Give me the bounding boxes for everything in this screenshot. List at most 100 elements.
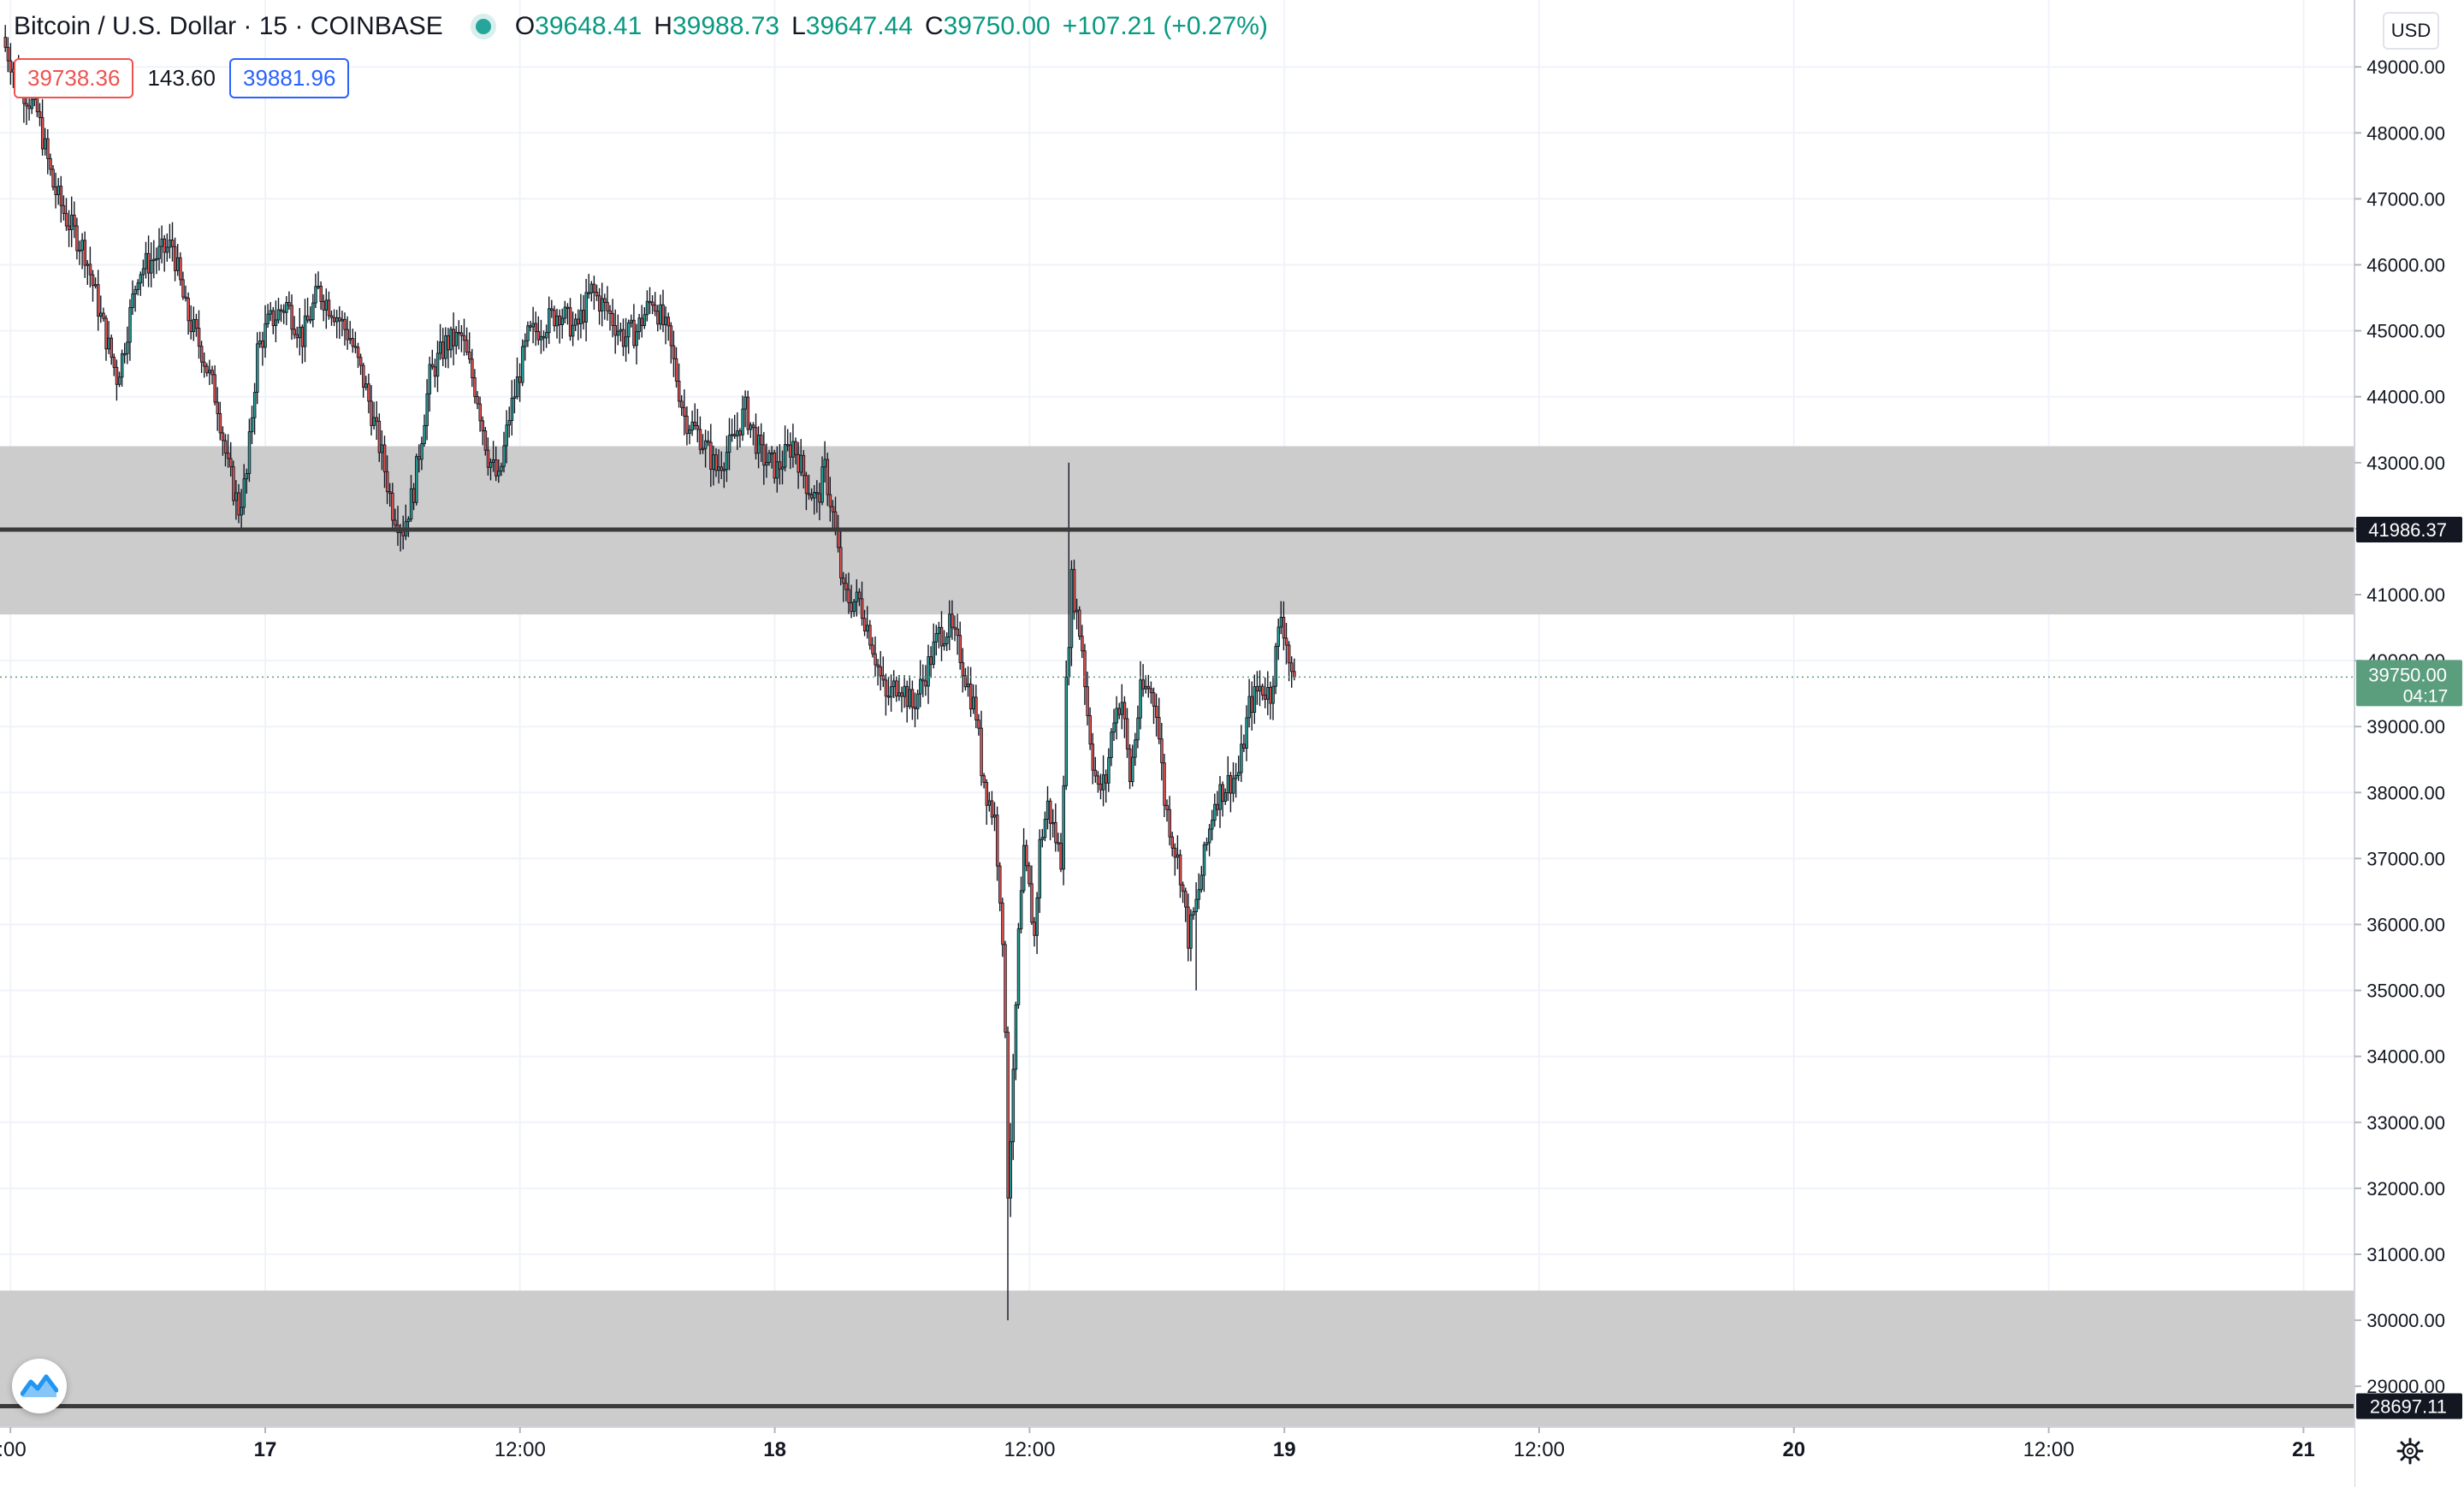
candle-body <box>343 318 346 330</box>
candle-body <box>388 491 392 494</box>
candle-body <box>579 310 583 325</box>
candle-body <box>661 304 665 326</box>
candle-body <box>88 264 92 275</box>
tradingview-logo-button[interactable] <box>12 1359 67 1413</box>
candle-body <box>1101 774 1105 791</box>
candle-body <box>1062 785 1065 870</box>
chart-settings-button[interactable] <box>2391 1432 2429 1470</box>
candle-body <box>924 680 927 687</box>
candle-body <box>64 212 68 227</box>
candle-body <box>70 214 74 230</box>
candle-body <box>722 469 726 471</box>
candle-body <box>218 413 222 434</box>
candle-body <box>1091 744 1095 771</box>
candle-body <box>674 358 678 382</box>
horizontal-levels[interactable] <box>0 527 2354 1409</box>
candle-body <box>995 815 999 867</box>
candle-body <box>348 338 352 341</box>
candle-body <box>1016 928 1021 1005</box>
candle-body <box>630 319 633 323</box>
candle-body <box>743 396 747 410</box>
candle-body <box>611 313 614 326</box>
candle-body <box>150 259 153 274</box>
candle-body <box>319 286 323 302</box>
candle-body <box>250 417 254 433</box>
candle-body <box>650 301 654 306</box>
candle-body <box>698 429 702 450</box>
candle-body <box>311 302 315 320</box>
candle-body <box>197 328 201 347</box>
candle-body <box>765 462 768 466</box>
candle-body <box>1069 569 1074 649</box>
candle-body <box>913 707 917 709</box>
candle-body <box>534 323 538 332</box>
time-tick-label: 19 <box>1273 1438 1296 1461</box>
candle-body <box>746 396 750 430</box>
price-tick-label: 44000.00 <box>2366 387 2445 408</box>
candle-body <box>1099 783 1103 791</box>
candle-body <box>680 400 684 408</box>
candle-body <box>141 268 145 275</box>
candle-body <box>1033 921 1036 936</box>
candle-body <box>1184 891 1188 908</box>
candle-body <box>1199 874 1204 891</box>
candle-body <box>409 488 413 520</box>
candle-body <box>1081 636 1084 652</box>
candle-body <box>1290 662 1294 672</box>
candle-body <box>1240 744 1243 773</box>
candle-body <box>791 441 795 458</box>
candle-body <box>730 434 734 436</box>
candle-body <box>97 284 100 317</box>
candle-body <box>258 341 262 345</box>
candle-body <box>783 444 787 468</box>
candle-body <box>659 304 662 325</box>
candle-body <box>707 440 710 443</box>
candle-body <box>749 424 753 430</box>
candle-body <box>351 338 355 347</box>
candle-body <box>919 678 922 695</box>
candle-body <box>942 643 946 647</box>
currency-button[interactable]: USD <box>2383 12 2439 50</box>
candle-body <box>322 300 326 311</box>
price-tick-label: 37000.00 <box>2366 848 2445 869</box>
symbol-title[interactable]: Bitcoin / U.S. Dollar · 15 · COINBASE <box>14 12 443 40</box>
candle-body <box>160 238 163 247</box>
candle-body <box>770 452 773 455</box>
candle-body <box>566 306 570 310</box>
candle-body <box>974 696 978 721</box>
candle-body <box>862 618 867 631</box>
candle-body <box>51 169 55 188</box>
candle-body <box>500 465 503 472</box>
candle-body <box>603 298 607 303</box>
candle-body <box>1019 890 1023 930</box>
candle-body <box>412 488 416 503</box>
candle-body <box>966 683 970 688</box>
candle-body <box>425 393 429 426</box>
candle-body <box>664 317 667 326</box>
candle-body <box>1163 762 1166 806</box>
candle-body <box>794 441 797 455</box>
candle-body <box>908 689 912 708</box>
candle-body <box>173 246 177 271</box>
candle-body <box>165 246 169 253</box>
buy-price-button[interactable]: 39881.96 <box>228 58 350 98</box>
candle-body <box>1030 883 1034 923</box>
price-axis[interactable]: 29000.0030000.0031000.0032000.0033000.00… <box>2354 0 2464 1487</box>
sell-price-button[interactable]: 39738.36 <box>14 58 134 98</box>
candle-body <box>956 628 959 637</box>
candle-body <box>548 308 551 334</box>
time-axis[interactable]: :00 17 12:00 18 12:00 19 12:00 20 12:00 21 <box>0 1426 2354 1487</box>
candle-body <box>459 332 464 336</box>
candle-body <box>192 318 196 332</box>
candle-body <box>1028 865 1031 885</box>
candle-body <box>1194 898 1198 913</box>
price-tick-label: 34000.00 <box>2366 1046 2445 1068</box>
candle-body <box>441 341 445 359</box>
candle-body <box>879 666 883 677</box>
candle-body <box>133 289 137 295</box>
candle-body <box>473 377 477 397</box>
candle-body <box>886 696 891 698</box>
price-tick-label: 30000.00 <box>2366 1310 2445 1331</box>
